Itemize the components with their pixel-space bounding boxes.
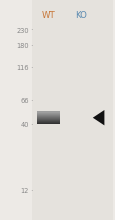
Text: 40: 40 <box>20 122 29 128</box>
Bar <box>37 121 60 123</box>
Text: ·: · <box>30 26 32 35</box>
Bar <box>37 111 60 113</box>
Text: WT: WT <box>42 11 55 20</box>
Bar <box>37 119 60 121</box>
Text: ·: · <box>30 64 32 73</box>
Text: ·: · <box>30 42 32 51</box>
Text: ·: · <box>30 97 32 106</box>
Text: ·: · <box>30 187 32 196</box>
Text: KO: KO <box>75 11 86 20</box>
Bar <box>37 114 60 116</box>
Text: 12: 12 <box>20 188 29 194</box>
Text: 180: 180 <box>16 43 29 49</box>
Bar <box>37 121 60 122</box>
Bar <box>37 112 60 114</box>
Text: 66: 66 <box>20 98 29 104</box>
Bar <box>37 123 60 124</box>
Polygon shape <box>92 110 104 125</box>
Bar <box>37 116 60 118</box>
Text: 116: 116 <box>16 65 29 71</box>
Bar <box>37 117 60 119</box>
Bar <box>37 116 60 117</box>
Bar <box>32 0 112 220</box>
Bar <box>37 114 60 115</box>
Text: ·: · <box>30 121 32 130</box>
Bar <box>37 119 60 120</box>
Text: 230: 230 <box>16 28 29 34</box>
